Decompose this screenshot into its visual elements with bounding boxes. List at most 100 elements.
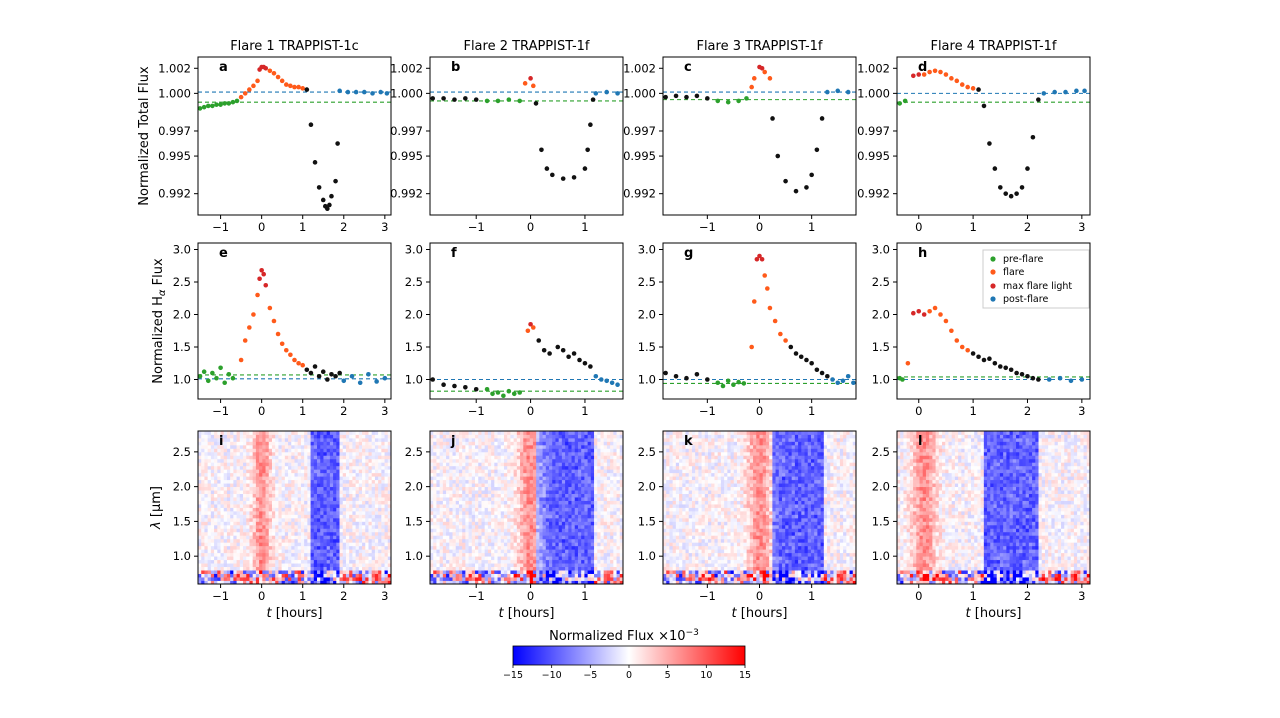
- heatmap-cell: [442, 552, 447, 557]
- heatmap-cell: [300, 531, 305, 536]
- heatmap-cell: [439, 517, 444, 522]
- heatmap-cell: [555, 545, 560, 550]
- heatmap-cell: [446, 517, 450, 522]
- heatmap-cell: [326, 500, 331, 505]
- heatmap-cell: [281, 563, 286, 568]
- heatmap-cell: [210, 510, 215, 515]
- heatmap-cell: [497, 455, 502, 460]
- heatmap-cell: [323, 528, 328, 533]
- heatmap-cell: [510, 444, 515, 449]
- heatmap-cell: [545, 497, 550, 501]
- data-point-post-flare: [353, 89, 359, 95]
- heatmap-cell: [516, 437, 521, 442]
- heatmap-cell: [230, 507, 234, 512]
- heatmap-cell: [507, 465, 511, 470]
- heatmap-cell: [342, 465, 347, 470]
- heatmap-cell: [233, 559, 237, 564]
- heatmap-cell: [345, 493, 350, 498]
- heatmap-cell: [326, 490, 331, 494]
- heatmap-cell: [268, 497, 273, 501]
- heatmap-cell: [323, 531, 328, 536]
- heatmap-cell: [532, 458, 537, 463]
- heatmap-cell: [336, 552, 340, 557]
- heatmap-cell: [236, 483, 241, 488]
- data-point-flare: [292, 84, 297, 90]
- heatmap-cell: [365, 507, 369, 512]
- data-point-post-flare: [609, 380, 615, 386]
- heatmap-cell: [494, 486, 498, 491]
- heatmap-cell: [281, 444, 286, 449]
- heatmap-cell: [494, 528, 498, 533]
- heatmap-cell: [368, 545, 373, 550]
- heatmap-cell: [471, 535, 476, 540]
- heatmap-cell: [513, 531, 518, 536]
- heatmap-cell: [281, 431, 286, 435]
- heatmap-cell: [262, 524, 266, 529]
- heatmap-cell: [259, 451, 263, 456]
- heatmap-cell: [310, 448, 315, 453]
- heatmap-cell: [252, 514, 257, 519]
- heatmap-cell: [529, 490, 534, 494]
- heatmap-cell: [275, 507, 279, 512]
- heatmap-cell: [507, 497, 511, 501]
- heatmap-cell: [455, 531, 460, 536]
- heatmap-cell: [481, 490, 486, 494]
- heatmap-cell: [236, 479, 241, 484]
- heatmap-cell: [294, 437, 299, 442]
- heatmap-cell: [265, 577, 270, 581]
- heatmap-cell: [484, 444, 489, 449]
- heatmap-cell: [510, 472, 515, 477]
- heatmap-cell: [226, 458, 231, 463]
- heatmap-cell: [239, 462, 244, 467]
- heatmap-cell: [198, 476, 202, 481]
- heatmap-cell: [210, 549, 215, 554]
- heatmap-cell: [430, 458, 434, 463]
- heatmap-cell: [436, 538, 441, 543]
- heatmap-cell: [536, 497, 540, 501]
- heatmap-cell: [516, 458, 521, 463]
- heatmap-cell: [358, 545, 363, 550]
- heatmap-cell: [358, 493, 363, 498]
- heatmap-cell: [484, 500, 489, 505]
- heatmap-cell: [465, 559, 469, 564]
- heatmap-cell: [481, 517, 486, 522]
- heatmap-cell: [226, 497, 231, 501]
- heatmap-cell: [374, 577, 379, 581]
- heatmap-cell: [536, 448, 540, 453]
- heatmap-cell: [542, 434, 547, 439]
- heatmap-cell: [449, 500, 453, 505]
- heatmap-cell: [446, 469, 450, 474]
- heatmap-cell: [226, 563, 231, 568]
- heatmap-cell: [226, 538, 231, 543]
- heatmap-cell: [294, 469, 299, 474]
- heatmap-cell: [329, 497, 334, 501]
- heatmap-cell: [300, 517, 305, 522]
- heatmap-cell: [246, 493, 250, 498]
- heatmap-cell: [446, 472, 450, 477]
- series-pre-flare: [715, 96, 749, 105]
- heatmap-cell: [268, 507, 273, 512]
- heatmap-cell: [436, 462, 441, 467]
- heatmap-cell: [387, 528, 392, 533]
- heatmap-cell: [539, 497, 543, 501]
- heatmap-cell: [452, 431, 457, 435]
- heatmap-cell: [520, 556, 524, 561]
- heatmap-cell: [465, 517, 469, 522]
- heatmap-cell: [317, 476, 321, 481]
- heatmap-cell: [449, 462, 453, 467]
- heatmap-cell: [239, 444, 244, 449]
- heatmap-cell: [326, 504, 331, 508]
- heatmap-cell: [262, 535, 266, 540]
- heatmap-cell: [342, 472, 347, 477]
- heatmap-cell: [520, 521, 524, 526]
- heatmap-cell: [510, 483, 515, 488]
- heatmap-cell: [230, 510, 234, 515]
- heatmap-cell: [349, 580, 353, 585]
- heatmap-cell: [362, 490, 366, 494]
- heatmap-cell: [275, 535, 279, 540]
- data-point-flare: [943, 72, 949, 77]
- heatmap-cell: [214, 573, 218, 578]
- heatmap-cell: [207, 444, 212, 449]
- heatmap-cell: [561, 549, 566, 554]
- heatmap-cell: [304, 545, 308, 550]
